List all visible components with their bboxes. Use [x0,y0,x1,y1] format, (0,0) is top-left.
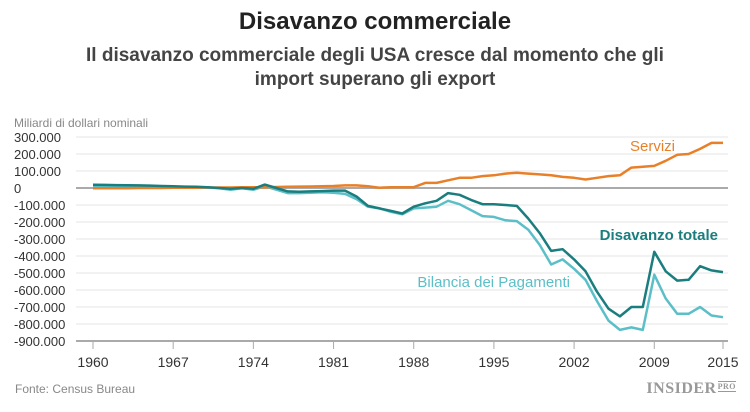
y-tick-label: -400.000 [14,249,65,264]
x-tick-label: 2009 [639,354,670,370]
chart-subtitle: Il disavanzo commerciale degli USA cresc… [86,45,664,90]
y-tick-label: 300.000 [14,130,61,145]
y-tick-label: -800.000 [14,317,65,332]
y-tick-label: -200.000 [14,215,65,230]
insider-pro-logo: INSIDERPRO [646,380,736,398]
x-tick-label: 1995 [478,354,509,370]
series-line-disavanzo-totale [92,183,724,318]
x-tick-label: 2002 [559,354,590,370]
series-line-servizi [93,141,723,190]
source-note: Fonte: Census Bureau [15,382,136,396]
y-axis-label: Miliardi di dollari nominali [14,116,149,130]
y-tick-label: -300.000 [14,232,65,247]
y-tick-label: -100.000 [14,198,65,213]
logo-text: INSIDER [646,380,717,397]
series-label: Servizi [630,138,675,155]
x-tick-label: 1960 [77,354,108,370]
chart-title: Disavanzo commerciale [238,8,512,35]
x-tick-label: 1988 [398,354,429,370]
y-tick-label: -700.000 [14,300,65,315]
series-label: Bilancia dei Pagamenti [417,274,570,291]
x-tick-label: 1981 [318,354,349,370]
x-tick-label: 2015 [707,354,738,370]
y-tick-label: 0 [14,181,21,196]
y-tick-label: 200.000 [14,147,61,162]
series-label: Disavanzo totale [600,227,718,244]
y-tick-label: -500.000 [14,266,65,281]
logo-suffix: PRO [717,381,736,392]
y-tick-label: -900.000 [14,334,65,349]
x-tick-label: 1967 [158,354,189,370]
y-tick-label: -600.000 [14,283,65,298]
x-tick-label: 1974 [238,354,269,370]
y-tick-label: 100.000 [14,164,61,179]
